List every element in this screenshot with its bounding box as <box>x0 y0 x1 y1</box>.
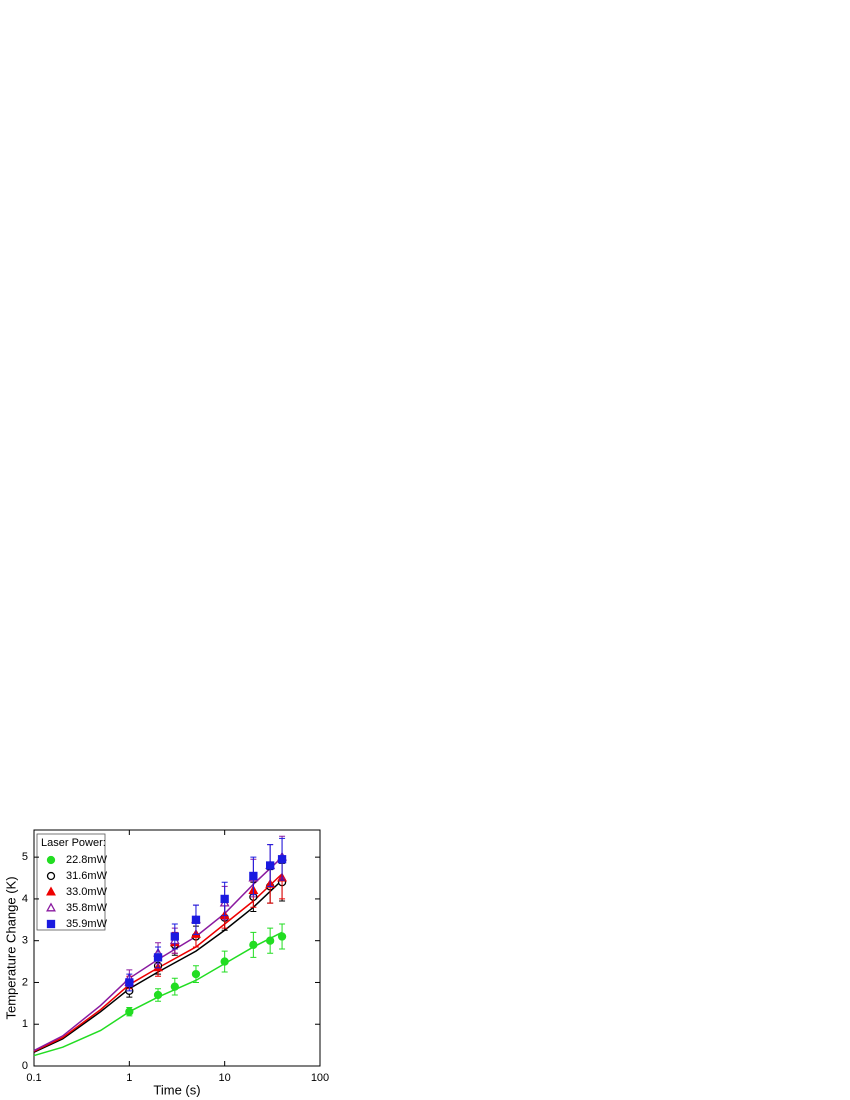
y-tick-label: 2 <box>22 976 28 988</box>
marker <box>153 953 163 962</box>
marker <box>46 902 56 912</box>
marker <box>170 982 179 991</box>
legend-box <box>36 833 106 931</box>
x-axis-label: Time (s) <box>153 1082 200 1097</box>
marker <box>249 940 258 950</box>
marker <box>153 990 163 1000</box>
marker <box>191 969 201 979</box>
y-tick-label: 1 <box>22 1018 28 1030</box>
marker <box>125 978 134 987</box>
marker <box>277 932 287 941</box>
y-tick-label: 5 <box>22 851 28 863</box>
marker <box>191 915 201 924</box>
marker <box>46 871 56 881</box>
plot-frame <box>33 829 321 1067</box>
x-tick-label: 0.1 <box>26 1072 41 1084</box>
y-tick-label: 3 <box>22 935 28 947</box>
marker <box>46 919 56 929</box>
y-axis-label: Temperature Change (K) <box>3 876 18 1019</box>
marker <box>46 886 56 896</box>
marker <box>170 932 179 941</box>
x-tick-label: 1 <box>126 1072 132 1084</box>
legend-title: Laser Power: <box>41 837 106 849</box>
legend-label: 22.8mW <box>66 854 108 866</box>
y-tick-label: 0 <box>22 1060 28 1072</box>
x-tick-label: 100 <box>311 1072 329 1084</box>
legend-label: 33.0mW <box>66 886 108 898</box>
marker <box>266 861 275 870</box>
x-tick-label: 10 <box>219 1072 231 1084</box>
marker <box>220 957 229 966</box>
marker <box>249 871 258 881</box>
legend-label: 31.6mW <box>66 870 108 882</box>
marker <box>266 936 275 945</box>
marker <box>220 894 229 904</box>
legend-label: 35.9mW <box>66 918 108 930</box>
marker <box>277 855 287 864</box>
y-tick-label: 4 <box>22 893 28 905</box>
legend-label: 35.8mW <box>66 902 108 914</box>
marker <box>46 855 56 865</box>
marker <box>125 1007 134 1016</box>
